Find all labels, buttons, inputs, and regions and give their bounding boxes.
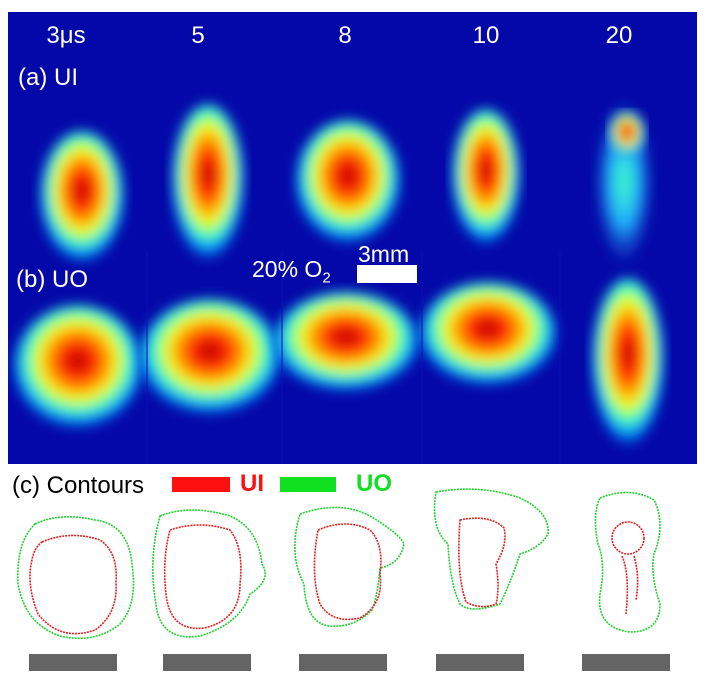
uo-contour-5us (152, 509, 266, 638)
contours-title: (c) Contours (12, 472, 145, 499)
contours-row: (c) Contours UI UO (0, 464, 704, 690)
ui-image-20us (596, 102, 652, 262)
ui-image-3us (40, 131, 124, 263)
uo-contour-8us (294, 506, 405, 627)
uo-image-5us (140, 299, 280, 415)
contour-scale-bar-8us (299, 654, 387, 671)
contour-plots (17, 488, 661, 640)
time-label-5us: 5 (191, 22, 205, 49)
legend-label-ui: UI (240, 470, 264, 497)
legend-label-uo: UO (356, 470, 392, 497)
ui-image-5us (172, 104, 244, 260)
oxygen-concentration: 20% O2 (252, 256, 331, 287)
contour-scale-bar-20us (582, 654, 670, 671)
fluorescence-image-panel: 3μs 5 8 10 20 (a) UI (b) UO 20% O2 3mm (8, 12, 697, 464)
row-label-uo: (b) UO (16, 266, 88, 293)
uo-contour-3us (17, 516, 135, 640)
uo-image-10us (420, 282, 556, 386)
uo-image-3us (14, 305, 142, 429)
ui-image-8us (296, 120, 400, 244)
time-label-20us: 20 (605, 22, 633, 49)
scale-bar-label: 3mm (358, 241, 410, 267)
time-label-3us: 3μs (46, 22, 86, 49)
ui-contour-20us-tail (621, 555, 639, 615)
ui-image-10us (452, 109, 520, 245)
row-label-ui: (a) UI (18, 64, 78, 91)
scale-bar (357, 265, 417, 283)
ui-contour-10us (458, 517, 506, 608)
uo-contour-20us (594, 491, 661, 633)
contour-scale-bar-10us (436, 654, 524, 671)
fluorescence-images (14, 102, 664, 464)
legend-swatch-ui (172, 477, 230, 492)
uo-contour-10us (433, 488, 549, 610)
uo-image-20us (592, 278, 664, 446)
contour-scale-bar-3us (29, 654, 117, 671)
contour-scale-bar-5us (163, 654, 251, 671)
legend-swatch-uo (280, 477, 336, 492)
ui-contour-8us (313, 523, 382, 621)
ui-contour-3us (29, 534, 117, 635)
time-label-10us: 10 (472, 22, 500, 49)
ui-contour-20us (611, 521, 645, 555)
time-label-8us: 8 (338, 22, 352, 49)
ui-contour-5us (163, 524, 242, 630)
uo-image-8us (274, 292, 418, 392)
